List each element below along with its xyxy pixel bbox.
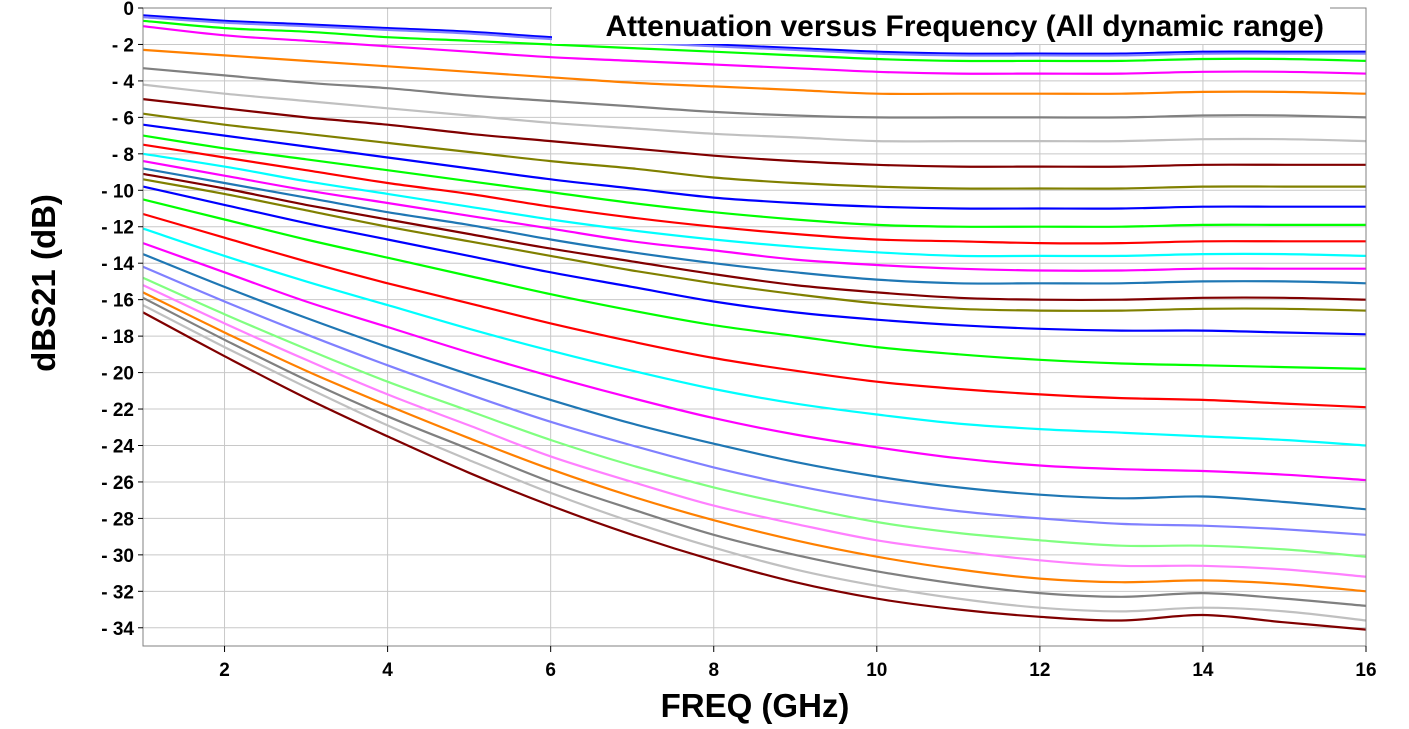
y-tick-label: - 24 xyxy=(101,436,134,457)
series-line-15 xyxy=(142,167,1367,285)
series-line-13 xyxy=(142,152,1367,258)
series-line-25 xyxy=(142,276,1367,558)
y-tick-label: - 34 xyxy=(101,619,134,640)
x-tick-label: 2 xyxy=(219,660,230,681)
series-line-18 xyxy=(142,185,1367,336)
series-lines xyxy=(142,14,1367,631)
y-tick-label: - 16 xyxy=(101,291,134,312)
x-tick-label: 10 xyxy=(866,660,887,681)
y-tick-label: - 18 xyxy=(101,327,134,348)
y-tick-label: - 6 xyxy=(112,108,134,129)
y-tick-label: - 4 xyxy=(112,72,135,93)
series-line-24 xyxy=(142,265,1367,536)
series-line-2 xyxy=(142,16,1366,57)
series-line-28 xyxy=(142,296,1367,607)
series-line-3 xyxy=(142,19,1367,63)
y-axis-title: dBS21 (dB) xyxy=(25,194,62,372)
y-tick-label: - 28 xyxy=(101,509,134,530)
y-tick-label: - 10 xyxy=(101,181,134,202)
series-line-27 xyxy=(142,291,1367,593)
series-line-10 xyxy=(142,123,1366,210)
series-line-7 xyxy=(142,83,1367,143)
y-tick-label: - 20 xyxy=(101,364,134,385)
series-line-12 xyxy=(142,143,1366,245)
series-line-21 xyxy=(142,227,1367,447)
y-tick-label: 0 xyxy=(123,0,134,20)
series-line-19 xyxy=(142,198,1367,370)
series-line-5 xyxy=(142,48,1367,96)
series-line-16 xyxy=(142,172,1367,302)
x-tick-label: 12 xyxy=(1029,660,1050,681)
x-tick-label: 4 xyxy=(382,660,393,681)
series-line-29 xyxy=(142,304,1367,622)
x-tick-label: 16 xyxy=(1355,660,1376,681)
x-tick-label: 14 xyxy=(1192,660,1214,681)
series-line-6 xyxy=(142,67,1367,119)
y-tick-label: - 26 xyxy=(101,473,134,494)
series-line-1 xyxy=(142,14,1366,55)
series-line-11 xyxy=(142,134,1366,228)
series-line-26 xyxy=(142,284,1367,578)
x-tick-label: 6 xyxy=(545,660,556,681)
series-line-14 xyxy=(142,160,1366,272)
y-tick-label: - 32 xyxy=(101,582,134,603)
y-tick-labels: 0 - 2 - 4 - 6 - 8 - 10 - 12 - 14 - 16 - 18 - 20 - 2… xyxy=(101,0,143,640)
y-tick-label: - 8 xyxy=(112,145,134,166)
series-line-22 xyxy=(142,242,1367,482)
chart-title: Attenuation versus Frequency (All dynami… xyxy=(606,10,1325,43)
series-line-4 xyxy=(142,25,1367,75)
series-line-23 xyxy=(142,253,1367,511)
series-line-20 xyxy=(142,212,1367,409)
y-tick-label: - 2 xyxy=(112,35,134,56)
x-tick-labels: 2 4 6 8 10 12 14 16 xyxy=(219,646,1377,681)
series-line-17 xyxy=(142,178,1367,312)
title-background xyxy=(552,4,1330,44)
y-tick-label: - 14 xyxy=(101,254,134,275)
y-tick-label: - 30 xyxy=(101,546,134,567)
y-tick-label: - 22 xyxy=(101,400,134,421)
series-line-8 xyxy=(142,98,1366,168)
x-tick-label: 8 xyxy=(708,660,719,681)
series-line-9 xyxy=(142,112,1366,190)
y-tick-label: - 12 xyxy=(101,218,134,239)
series-line-30 xyxy=(142,311,1367,631)
x-axis-title: FREQ (GHz) xyxy=(661,687,850,724)
